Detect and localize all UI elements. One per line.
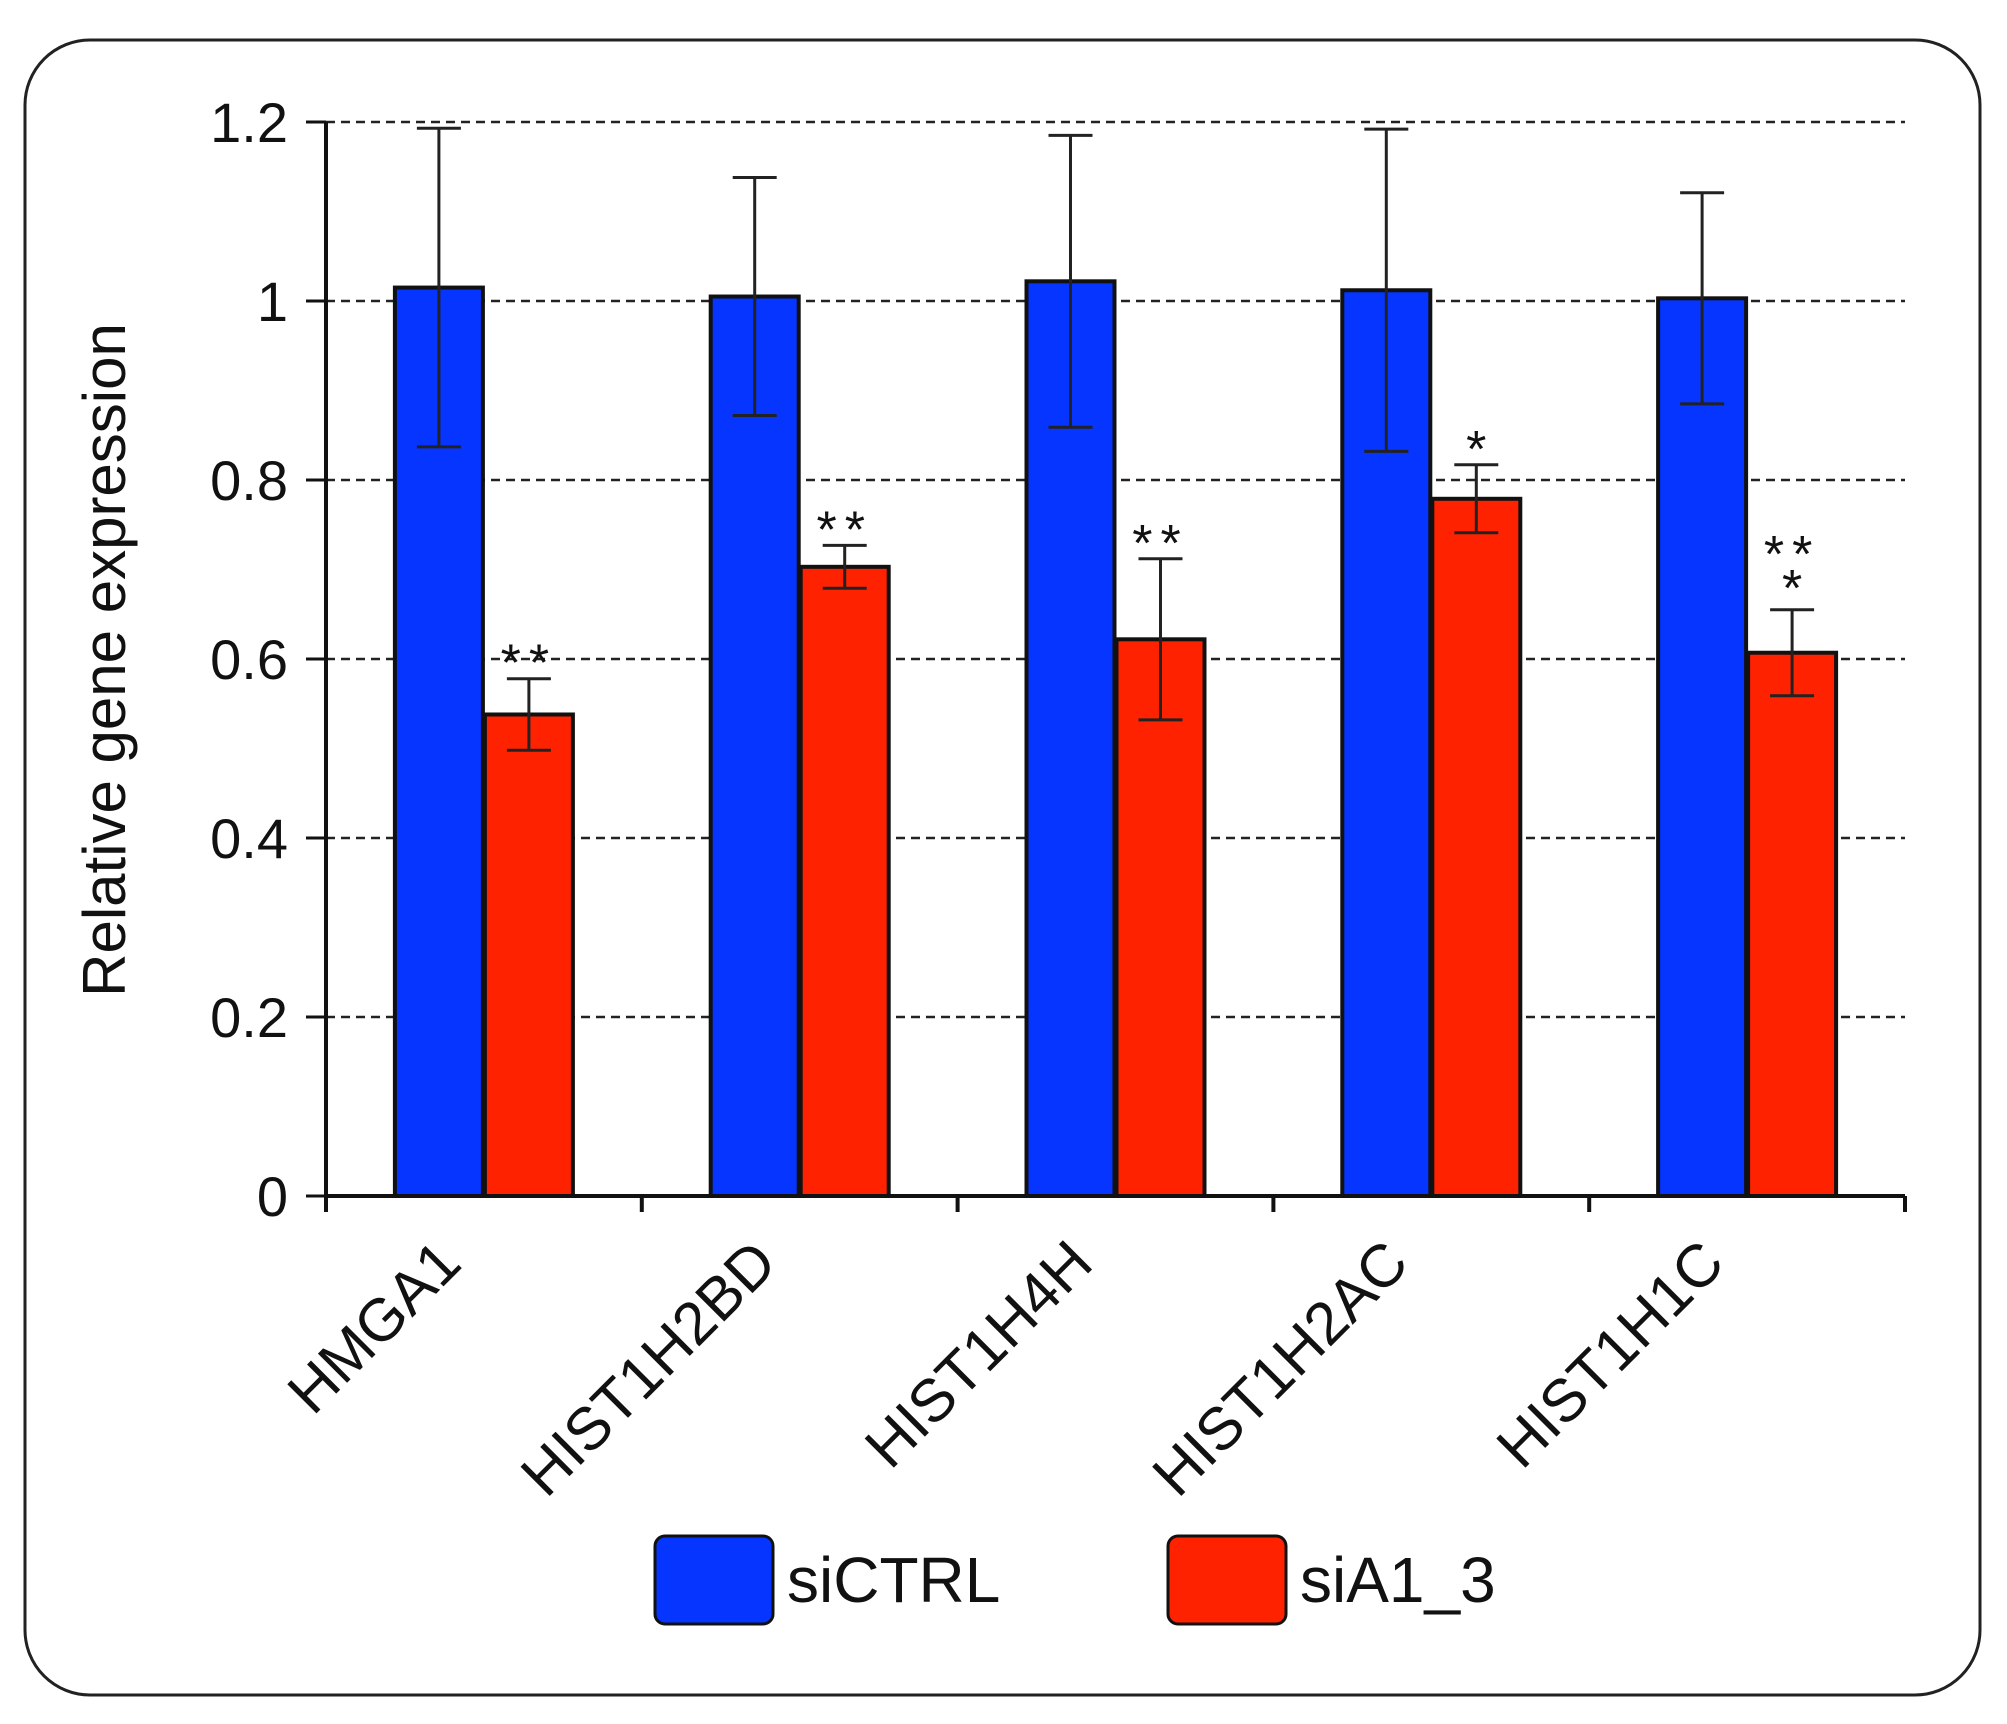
bar-siCTRL: [1656, 296, 1749, 1198]
y-tick-label: 0.2: [210, 986, 288, 1049]
y-tick-label: 0.4: [210, 807, 288, 870]
bar-siA1_3: [1114, 637, 1207, 1198]
significance-label: **: [501, 635, 557, 693]
error-bars: [416, 126, 1815, 752]
significance-label: *: [1782, 560, 1802, 618]
bars: [392, 279, 1839, 1199]
y-tick-label: 1: [257, 270, 288, 333]
legend-label: siA1_3: [1300, 1544, 1496, 1616]
bar-siA1_3: [798, 564, 891, 1198]
significance-labels: **** ******: [501, 421, 1820, 693]
legend-swatch-siA1_3: [1166, 1534, 1288, 1626]
significance-label: *: [1466, 421, 1486, 479]
bar-siCTRL: [708, 294, 801, 1198]
y-tick-label: 1.2: [210, 91, 288, 154]
y-tick-label: 0: [257, 1165, 288, 1228]
significance-label: **: [816, 501, 872, 559]
bar-siA1_3: [1746, 650, 1839, 1198]
bar-siA1_3: [482, 712, 575, 1198]
y-tick-label: 0.8: [210, 449, 288, 512]
legend-swatch-siCTRL: [653, 1534, 775, 1626]
legend-label: siCTRL: [787, 1544, 1000, 1616]
bar-siA1_3: [1430, 496, 1523, 1199]
grid-lines: [326, 120, 1905, 1019]
significance-label: **: [1132, 515, 1188, 573]
chart-frame: [23, 38, 1982, 1697]
y-tick-label: 0.6: [210, 628, 288, 691]
legend: siCTRL siA1_3: [653, 1534, 1496, 1626]
y-axis-title: Relative gene expression: [71, 323, 138, 997]
significance-label: **: [1764, 526, 1820, 584]
